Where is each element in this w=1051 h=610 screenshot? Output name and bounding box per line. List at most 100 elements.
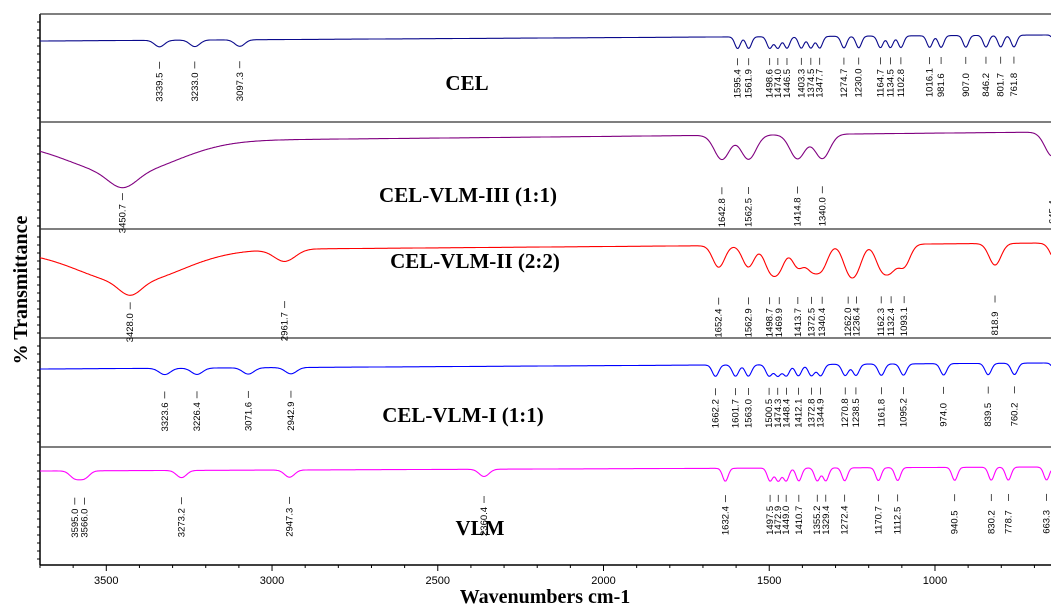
peak-label: 1500.5 (764, 399, 775, 428)
peak-label: 1563.0 (743, 399, 754, 428)
peak-label: 3226.4 (192, 402, 203, 431)
peak-label: 1016.1 (925, 68, 936, 97)
x-tick-label: 2000 (591, 575, 615, 587)
peak-label: 1372.8 (806, 399, 817, 428)
peak-label: 3595.0 (70, 509, 81, 538)
peak-label: 1662.2 (711, 399, 722, 428)
peak-label: 1472.9 (773, 506, 784, 535)
peak-label: 1642.8 (717, 198, 728, 227)
series-label: CEL-VLM-I (1:1) (382, 403, 544, 427)
peak-label: 1410.7 (794, 506, 805, 535)
peak-label: 3450.7 (118, 204, 129, 233)
peak-label: 3428.0 (125, 313, 136, 342)
peak-label: 1562.5 (744, 198, 755, 227)
x-tick-label: 1500 (757, 575, 781, 587)
peak-label: 1329.4 (821, 506, 832, 535)
peak-label: 1498.6 (765, 69, 776, 98)
peak-label: 1561.9 (744, 69, 755, 98)
series-label: CEL-VLM-III (1:1) (379, 183, 557, 207)
peak-label: 1601.7 (731, 399, 742, 428)
peak-label: 1093.1 (899, 307, 910, 336)
spectrum-line (39, 242, 1051, 296)
peak-label: 1412.1 (793, 399, 804, 428)
peak-label: 1446.5 (782, 69, 793, 98)
x-axis: 3500 3000 2500 2000 1500 1000 (39, 565, 1035, 587)
peak-label: 1236.4 (852, 307, 863, 336)
series-3: 3323.6 3226.4 3071.6 2942.9 1662.2 1601.7 1563… (37, 345, 1051, 443)
peak-label: 1162.3 (876, 308, 887, 336)
peak-label: 1344.9 (816, 399, 827, 428)
x-axis-title: Wavenumbers cm-1 (460, 586, 631, 608)
peak-label: 1102.8 (896, 69, 907, 97)
peak-label: 761.8 (1009, 73, 1020, 97)
spectrum-line (40, 466, 1051, 483)
peak-label: 2961.7 (280, 312, 291, 341)
series-label: VLM (456, 516, 505, 540)
peak-label: 1161.8 (876, 399, 887, 427)
peak-label: 830.2 (986, 510, 997, 534)
peak-label: 1134.5 (885, 69, 896, 97)
peak-label: 1095.2 (898, 398, 909, 427)
x-tick-label: 3000 (260, 575, 284, 587)
peak-label: 760.2 (1010, 403, 1021, 427)
peak-label: 1469.9 (774, 308, 785, 337)
peak-label: 1632.4 (720, 506, 731, 535)
peak-label: 1497.5 (765, 506, 776, 535)
series-1: 3450.7 1642.8 1562.5 1414.8 1340.0 645.4 CEL-V… (37, 129, 1051, 233)
peak-label: 1474.0 (773, 69, 784, 98)
x-tick-label: 2500 (426, 575, 450, 587)
peak-label: 1340.4 (817, 308, 828, 337)
peak-label: 663.3 (1042, 510, 1051, 534)
peak-label: 974.0 (939, 403, 950, 427)
peak-label: 645.4 (1048, 200, 1051, 224)
x-tick-label: 3500 (94, 575, 118, 587)
peak-label: 1164.7 (875, 69, 886, 97)
peak-label: 3566.0 (79, 509, 90, 538)
peak-label: 1238.5 (851, 398, 862, 427)
peak-label: 1372.5 (807, 308, 818, 337)
peak-label: 839.5 (983, 403, 994, 427)
peak-label: 981.6 (936, 73, 947, 97)
peak-label: 778.7 (1003, 510, 1014, 534)
peak-label: 1230.0 (854, 68, 865, 97)
peak-label: 846.2 (981, 73, 992, 97)
series-0: 3339.5 3233.0 3097.3 1595.4 1561.9 1498.61474… (37, 21, 1051, 119)
series-label: CEL (445, 71, 488, 95)
peak-label: 1132.4 (886, 308, 897, 336)
plot-frame (39, 14, 1051, 566)
peak-label: 1413.7 (793, 308, 804, 337)
peak-label: 1274.7 (839, 69, 850, 98)
peak-label: 1449.0 (781, 506, 792, 535)
peak-label: 3339.5 (155, 73, 166, 102)
peak-label: 1374.5 (806, 69, 817, 98)
peak-label: 1562.9 (743, 308, 754, 337)
series-label: CEL-VLM-II (2:2) (390, 249, 560, 273)
peak-label: 1272.4 (840, 506, 851, 535)
spectrum-panels: 3339.5 3233.0 3097.3 1595.4 1561.9 1498.61474… (37, 13, 1051, 560)
peak-label: 801.7 (996, 73, 1007, 97)
peak-label: 3323.6 (160, 402, 171, 431)
peak-label: 2942.9 (286, 402, 297, 431)
peak-label: 1595.4 (733, 69, 744, 98)
peak-label: 1652.4 (714, 309, 725, 338)
peak-label: 1170.7 (873, 506, 884, 534)
peak-label: 1403.3 (796, 69, 807, 98)
peak-label: 1414.8 (793, 197, 804, 226)
peak-label: 1355.2 (812, 506, 823, 535)
peak-label: 2360.4 (479, 507, 490, 536)
peak-label: 1448.4 (781, 399, 792, 428)
peak-label: 1347.7 (815, 69, 826, 98)
peak-label: 1340.0 (817, 197, 828, 226)
spectrum-line (40, 362, 1051, 378)
peak-label: 1474.3 (773, 399, 784, 428)
peak-label: 907.0 (961, 73, 972, 97)
peak-label: 1498.7 (765, 308, 776, 337)
peak-label: 1112.5 (893, 507, 904, 535)
peak-label: 1270.8 (840, 398, 851, 427)
peak-label: 3097.3 (235, 72, 246, 101)
peak-label: 818.9 (990, 312, 1001, 336)
peak-label: 3233.0 (190, 72, 201, 101)
